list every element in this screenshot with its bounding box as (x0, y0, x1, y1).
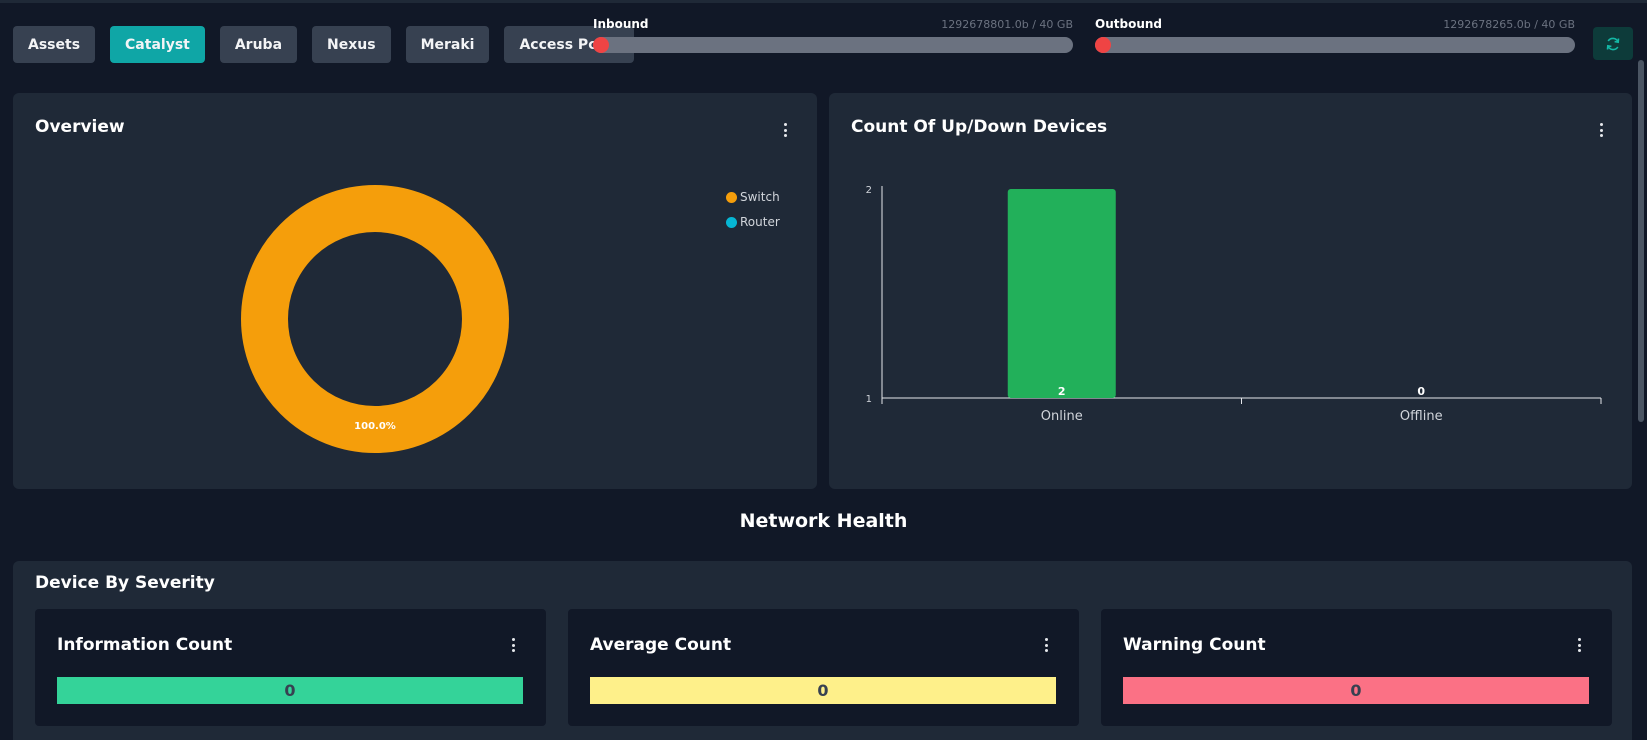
legend-item-router[interactable]: Router (726, 215, 780, 229)
inbound-value: 1292678801.0b / 40 GB (941, 18, 1073, 31)
vendor-tabs: Assets Catalyst Aruba Nexus Meraki Acces… (13, 26, 649, 63)
legend-dot-router (726, 216, 737, 228)
tab-assets[interactable]: Assets (13, 26, 96, 63)
refresh-button[interactable] (1593, 27, 1633, 60)
refresh-icon (1606, 37, 1620, 50)
average-count-card: Average Count 0 (568, 609, 1079, 726)
updown-title: Count Of Up/Down Devices (851, 117, 1108, 137)
information-count-bar: 0 (57, 677, 523, 704)
outbound-progress-track (1095, 37, 1575, 53)
average-menu-icon[interactable] (1040, 635, 1052, 655)
slice-label-switch: 100.0% (354, 421, 396, 432)
x-tick-label-online: Online (1041, 409, 1083, 424)
inbound-progress-track (593, 37, 1073, 53)
legend-label-router: Router (740, 215, 780, 229)
tab-meraki[interactable]: Meraki (405, 26, 490, 63)
top-border (0, 0, 1647, 3)
warning-count-card: Warning Count 0 (1101, 609, 1612, 726)
information-count-title: Information Count (57, 635, 233, 655)
overview-menu-icon[interactable] (779, 120, 791, 140)
warning-count-title: Warning Count (1123, 635, 1266, 655)
x-tick-label-offline: Offline (1400, 409, 1443, 424)
bar-online[interactable] (1007, 189, 1116, 398)
inbound-usage: Inbound 1292678801.0b / 40 GB (593, 17, 1073, 53)
warning-menu-icon[interactable] (1573, 635, 1585, 655)
tab-nexus[interactable]: Nexus (312, 26, 391, 63)
warning-count-bar: 0 (1123, 677, 1589, 704)
inbound-progress-fill (593, 37, 609, 53)
outbound-label: Outbound (1095, 17, 1162, 31)
data-label-offline: 0 (1417, 385, 1425, 398)
average-count-bar: 0 (590, 677, 1056, 704)
outbound-value: 1292678265.0b / 40 GB (1443, 18, 1575, 31)
donut-slice-switch[interactable] (241, 185, 509, 453)
average-count-title: Average Count (590, 635, 732, 655)
tab-aruba[interactable]: Aruba (219, 26, 298, 63)
tab-catalyst[interactable]: Catalyst (110, 26, 205, 63)
y-tick-label-1: 1 (866, 394, 872, 405)
overview-legend: Switch Router (726, 190, 780, 240)
outbound-usage: Outbound 1292678265.0b / 40 GB (1095, 17, 1575, 53)
updown-menu-icon[interactable] (1595, 120, 1607, 140)
y-tick-label-2: 2 (866, 185, 872, 196)
legend-dot-switch (726, 191, 737, 203)
inbound-label: Inbound (593, 17, 649, 31)
overview-card: Overview 100.0% Switch Router (13, 93, 817, 489)
data-label-online: 2 (1058, 385, 1066, 398)
severity-title: Device By Severity (35, 573, 215, 593)
legend-label-switch: Switch (740, 190, 780, 204)
overview-title: Overview (35, 117, 125, 137)
overview-donut-chart: 100.0% (241, 185, 509, 453)
information-count-card: Information Count 0 (35, 609, 546, 726)
updown-bar-chart: 1 2 2 Online 0 Offline (866, 185, 1602, 424)
updown-card: Count Of Up/Down Devices 1 2 2 Online 0 Offli… (829, 93, 1632, 489)
page-scrollbar[interactable] (1638, 60, 1644, 422)
network-health-heading: Network Health (739, 510, 908, 532)
legend-item-switch[interactable]: Switch (726, 190, 780, 204)
information-menu-icon[interactable] (507, 635, 519, 655)
outbound-progress-fill (1095, 37, 1111, 53)
